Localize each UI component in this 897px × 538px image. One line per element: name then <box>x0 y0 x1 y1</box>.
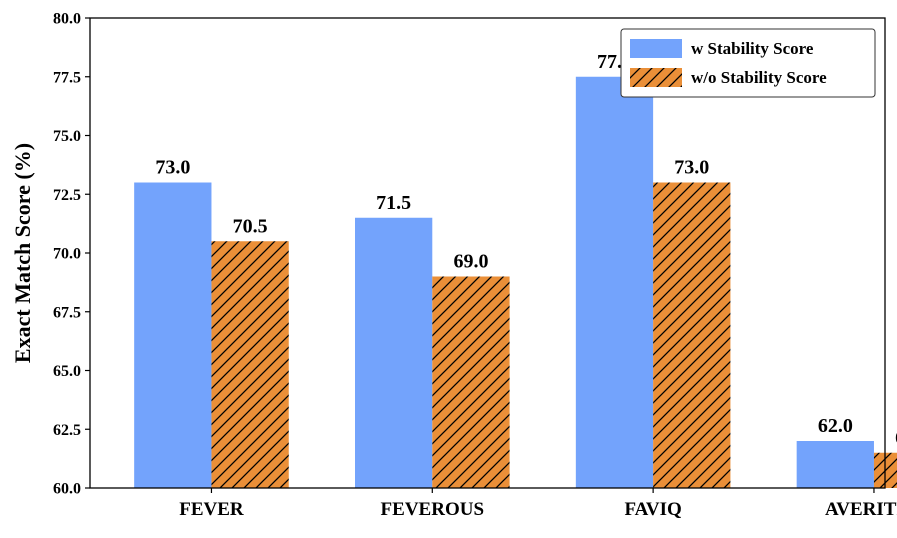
data-label-feverous-w-stability: 71.5 <box>376 192 411 214</box>
bar-averitec-w-stability <box>796 441 874 488</box>
y-tick-label: 70.0 <box>53 246 81 263</box>
x-tick-label-fever: FEVER <box>179 499 244 520</box>
bar-faviq-wo-stability <box>653 182 731 488</box>
data-label-fever-w-stability: 73.0 <box>155 157 190 179</box>
y-axis-label: Exact Match Score (%) <box>10 143 35 363</box>
bar-fever-wo-stability <box>211 241 289 488</box>
x-tick-label-faviq: FAVIQ <box>624 499 681 520</box>
bar-fever-w-stability <box>134 182 212 488</box>
y-tick-label: 75.0 <box>53 128 81 145</box>
data-label-fever-wo-stability: 70.5 <box>233 215 268 237</box>
legend-swatch-wo-stability <box>630 68 682 87</box>
y-tick-label: 72.5 <box>53 187 81 204</box>
legend: w Stability Score w/o Stability Score <box>620 28 876 98</box>
y-tick-label: 67.5 <box>53 304 81 321</box>
bar-faviq-w-stability <box>575 76 654 488</box>
legend-label-w-stability: w Stability Score <box>691 39 814 58</box>
data-label-feverous-wo-stability: 69.0 <box>453 251 488 273</box>
legend-label-wo-stability: w/o Stability Score <box>691 68 827 87</box>
y-tick-label: 62.5 <box>53 422 81 439</box>
legend-swatch-w-stability <box>630 39 682 58</box>
bar-feverous-w-stability <box>355 217 433 488</box>
x-tick-label-averitec: AVERITEC <box>825 499 897 520</box>
y-tick-label: 60.0 <box>53 481 81 498</box>
data-label-averitec-w-stability: 62.0 <box>818 415 853 437</box>
x-tick-label-feverous: FEVEROUS <box>381 499 484 520</box>
data-label-averitec-wo-stability: 61.5 <box>895 427 897 449</box>
y-tick-label: 80.0 <box>53 11 81 28</box>
y-tick-label: 77.5 <box>53 69 81 86</box>
bar-feverous-wo-stability <box>432 276 510 488</box>
data-label-faviq-wo-stability: 73.0 <box>674 157 709 179</box>
y-tick-label: 65.0 <box>53 363 81 380</box>
legend-box <box>620 28 876 98</box>
